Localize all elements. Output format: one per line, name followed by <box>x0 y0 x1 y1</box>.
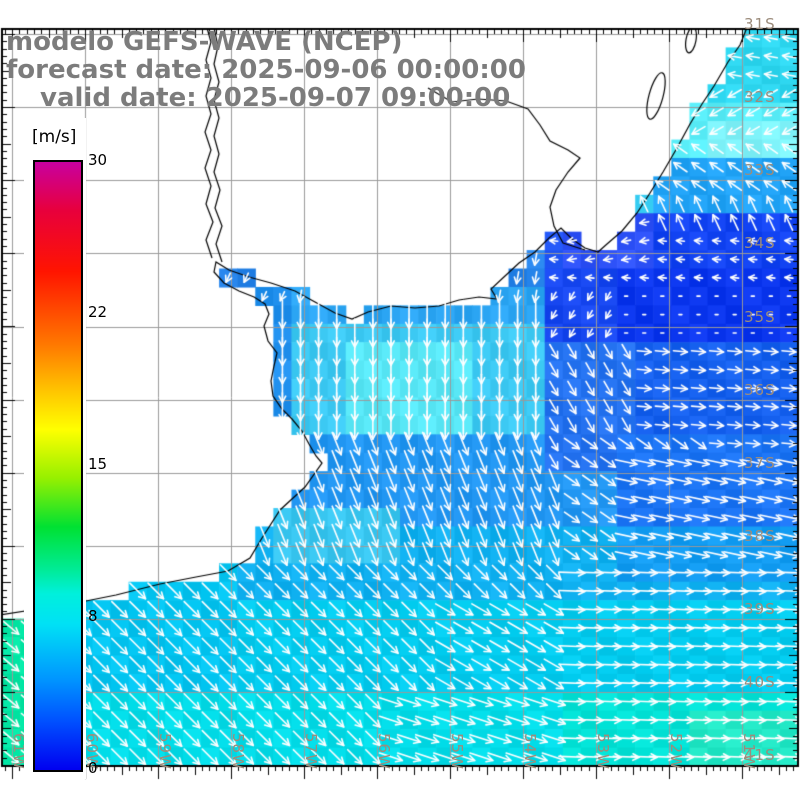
colorbar-tick-22: 22 <box>88 303 108 321</box>
lat-label: 33S <box>744 161 776 179</box>
colorbar-tick-15: 15 <box>88 455 108 473</box>
lat-label: 36S <box>744 381 776 399</box>
lon-label: 52W <box>667 733 685 770</box>
colorbar-unit-label: [m/s] <box>32 127 77 147</box>
lat-label: 40S <box>744 673 776 691</box>
colorbar-tick-0: 0 <box>88 759 98 777</box>
lat-label: 38S <box>744 527 776 545</box>
lat-label: 34S <box>744 234 776 252</box>
colorbar-gradient <box>33 160 83 772</box>
lon-label: 58W <box>229 733 247 770</box>
lat-label: 35S <box>744 308 776 326</box>
lon-label: 51W <box>740 733 758 770</box>
lat-label: 37S <box>744 454 776 472</box>
lon-label: 57W <box>302 733 320 770</box>
lat-label: 41S <box>744 746 776 764</box>
lon-label: 53W <box>594 733 612 770</box>
lat-label: 32S <box>744 88 776 106</box>
lat-label: 39S <box>744 600 776 618</box>
lon-label: 59W <box>156 733 174 770</box>
lon-label: 56W <box>375 733 393 770</box>
lat-label: 31S <box>744 15 776 33</box>
lon-label: 55W <box>448 733 466 770</box>
colorbar-tick-8: 8 <box>88 607 98 625</box>
lon-label: 54W <box>521 733 539 770</box>
colorbar-tick-30: 30 <box>88 151 108 169</box>
